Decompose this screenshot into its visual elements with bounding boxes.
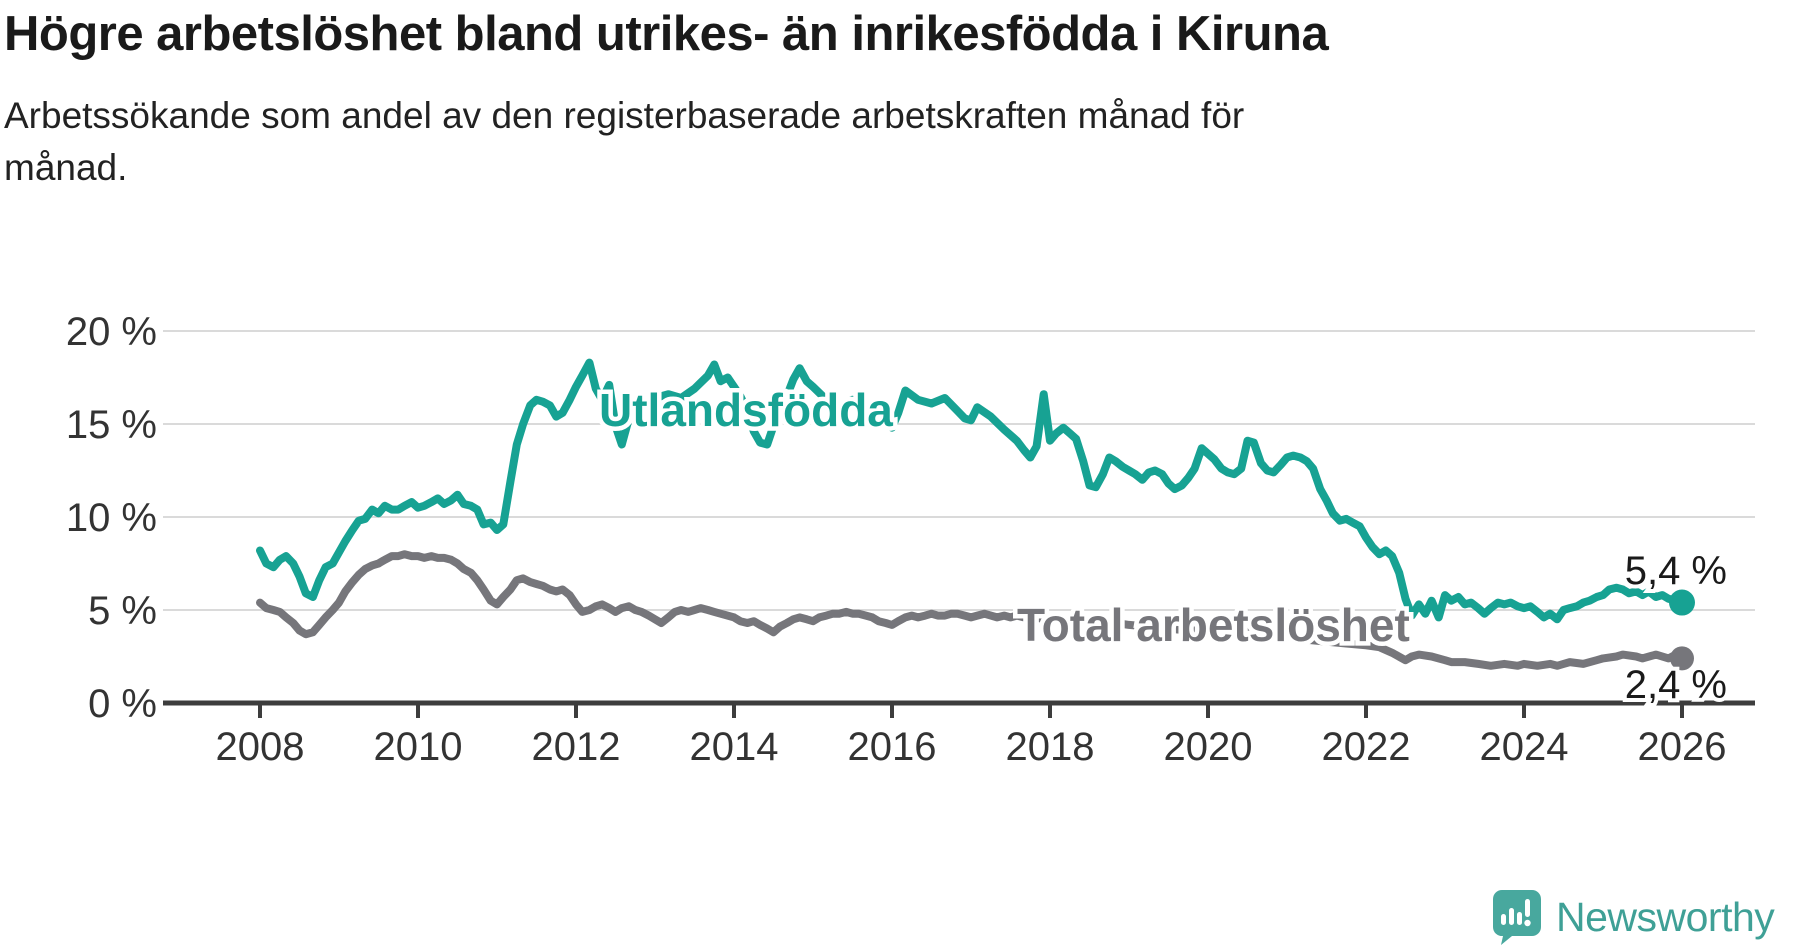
total-arbetsloshet-series-label: Total arbetslöshet: [1017, 599, 1410, 651]
total-end-value: 2,4 %: [1625, 663, 1727, 707]
newsworthy-bubble-icon: [1492, 890, 1541, 945]
newsworthy-logo: Newsworthy: [1492, 889, 1775, 945]
y-tick-label-5: 5 %: [88, 589, 157, 633]
x-tick-label-2018: 2018: [1006, 725, 1095, 769]
subtitle-line1: Arbetssökande som andel av den registerb…: [4, 95, 1245, 137]
page-title: Högre arbetslöshet bland utrikes- än inr…: [4, 7, 1329, 61]
y-tick-label-15: 15 %: [66, 403, 157, 447]
x-tick-label-2014: 2014: [690, 725, 779, 769]
x-tick-label-2012: 2012: [532, 725, 621, 769]
x-tick-label-2022: 2022: [1322, 725, 1411, 769]
x-tick-label-2008: 2008: [216, 725, 305, 769]
subtitle-line2: månad.: [4, 147, 128, 189]
y-tick-label-10: 10 %: [66, 496, 157, 540]
x-tick-label-2020: 2020: [1164, 725, 1253, 769]
newsworthy-wordmark: Newsworthy: [1556, 893, 1775, 940]
utlandsfodda-series-label: Utlandsfödda: [599, 384, 893, 436]
y-tick-label-20: 20 %: [66, 310, 157, 354]
x-tick-label-2026: 2026: [1638, 725, 1727, 769]
bar-chart-exclamation-glyph: [1501, 899, 1531, 927]
utlandsfodda-end-value: 5,4 %: [1625, 549, 1727, 593]
utlandsfodda-line: [256, 358, 1686, 624]
chart-subtitle: Arbetssökande som andel av den registerb…: [4, 90, 1704, 194]
total-end-dot: [1670, 646, 1694, 671]
utlandsfodda-end-dot: [1669, 589, 1695, 616]
total-arbetsloshet-line: [256, 550, 1686, 670]
x-tick-label-2024: 2024: [1480, 725, 1569, 769]
x-tick-label-2016: 2016: [848, 725, 937, 769]
x-tick-label-2010: 2010: [374, 725, 463, 769]
y-tick-label-0: 0 %: [88, 682, 157, 726]
chart-header: Högre arbetslöshet bland utrikes- än inr…: [4, 6, 1704, 194]
